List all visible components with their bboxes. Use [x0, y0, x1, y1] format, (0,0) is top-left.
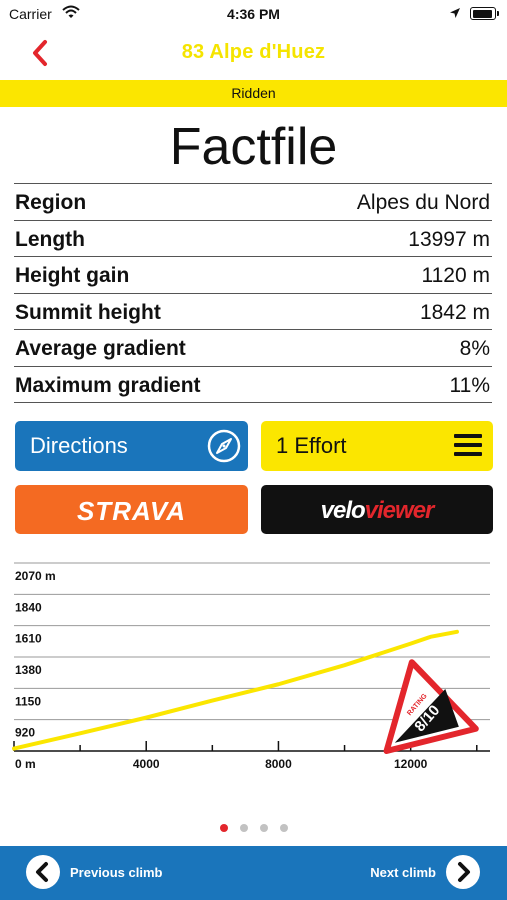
navigation-bar: 83 Alpe d'Huez	[0, 28, 507, 78]
y-tick-label: 1380	[15, 663, 42, 677]
effort-label: 1 Effort	[276, 433, 347, 458]
next-circle	[446, 855, 480, 889]
y-tick-label: 920	[15, 726, 35, 740]
veloviewer-logo: veloviewer	[261, 497, 493, 525]
chevron-left-icon	[26, 862, 60, 893]
wifi-icon	[62, 5, 80, 22]
fact-label: Height gain	[15, 264, 130, 287]
fact-label: Length	[15, 227, 85, 251]
page-dot-3[interactable]	[259, 824, 268, 832]
x-tick-label: 12000	[394, 757, 428, 771]
menu-icon	[454, 434, 482, 461]
factfile-heading: Factfile	[169, 118, 338, 176]
elevation-profile-chart: 2070 m 1840 1610 1380 1150 920 0 m 4000 8000 120…	[12, 562, 490, 771]
elevation-profile-line	[12, 629, 459, 751]
fact-row-average-gradient: Average gradient 8%	[14, 330, 492, 367]
carrier-label: Carrier	[9, 6, 52, 22]
fact-row-region: Region Alpes du Nord	[14, 184, 492, 221]
fact-row-maximum-gradient: Maximum gradient 11%	[14, 367, 492, 403]
page-dot-2[interactable]	[239, 824, 248, 832]
x-tick-label: 4000	[133, 757, 160, 771]
fact-value: Alpes du Nord	[356, 191, 490, 214]
ridden-status-banner: Ridden	[0, 80, 507, 107]
status-bar: Carrier 4:36 PM	[0, 0, 507, 28]
previous-climb-label: Previous climb	[70, 865, 163, 880]
chevron-right-icon	[446, 862, 480, 893]
factfile-table: Region Alpes du Nord Length 13997 m Heig…	[14, 183, 492, 403]
compass-icon	[207, 429, 241, 468]
next-climb-label: Next climb	[370, 865, 436, 880]
page-dot-1[interactable]	[219, 824, 228, 832]
fact-row-length: Length 13997 m	[14, 221, 492, 257]
fact-value: 8%	[459, 337, 490, 360]
fact-value: 11%	[449, 373, 490, 397]
directions-label: Directions	[30, 433, 128, 458]
fact-value: 13997 m	[408, 227, 490, 251]
y-tick-label: 2070 m	[15, 569, 56, 583]
fact-value: 1120 m	[421, 264, 491, 287]
y-tick-label: 1150	[15, 694, 41, 708]
strava-button[interactable]: STRAVA	[15, 485, 248, 534]
veloviewer-logo-part-a: velo	[320, 497, 366, 524]
fact-row-summit-height: Summit height 1842 m	[14, 294, 492, 330]
rating-slope-shape	[394, 688, 459, 743]
page-dot-4[interactable]	[279, 824, 288, 832]
fact-label: Average gradient	[15, 337, 186, 360]
y-tick-label: 1840	[15, 600, 42, 614]
strava-logo: STRAVA	[76, 496, 187, 526]
previous-circle	[26, 855, 60, 889]
y-tick-label: 1610	[15, 632, 42, 646]
veloviewer-logo-part-b: viewer	[364, 497, 435, 524]
location-arrow-icon	[449, 6, 461, 22]
x-tick-label: 0 m	[15, 757, 36, 771]
back-button[interactable]	[26, 36, 56, 70]
chevron-left-icon	[26, 40, 56, 74]
fact-label: Region	[15, 191, 87, 214]
battery-icon	[470, 7, 499, 20]
climb-title: 83 Alpe d'Huez	[181, 41, 326, 63]
effort-button[interactable]: 1 Effort	[261, 421, 493, 471]
clock-time: 4:36 PM	[227, 6, 280, 22]
directions-button[interactable]: Directions	[15, 421, 248, 471]
x-tick-label: 8000	[265, 757, 292, 771]
page-indicator	[0, 824, 507, 832]
fact-label: Maximum gradient	[15, 373, 201, 397]
veloviewer-button[interactable]: veloviewer	[261, 485, 493, 534]
climb-navigation-bar: Previous climb Next climb	[0, 846, 507, 900]
fact-row-height-gain: Height gain 1120 m	[14, 257, 492, 294]
fact-label: Summit height	[15, 300, 161, 324]
fact-value: 1842 m	[419, 300, 490, 324]
